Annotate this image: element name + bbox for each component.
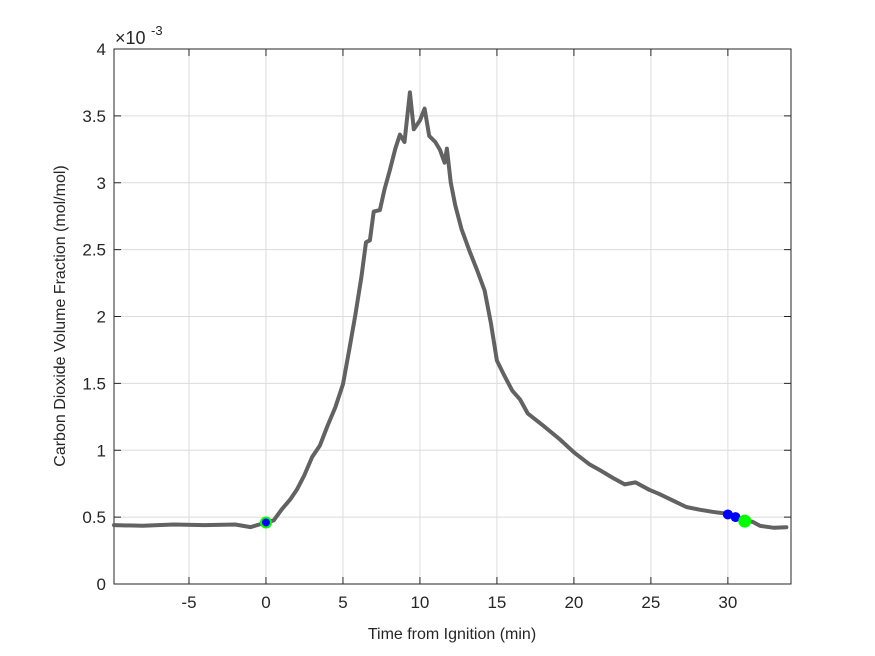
y-axis-label: Carbon Dioxide Volume Fraction (mol/mol) [52,165,69,466]
x-tick-label: 0 [261,593,270,612]
y-tick-label: 1 [97,441,106,460]
y-tick-label: 0.5 [82,508,106,527]
y-tick-label: 3 [97,174,106,193]
data-markers [259,509,752,529]
y-exponent-power: -3 [151,23,163,38]
grid-lines [114,48,791,585]
x-tick-label: 10 [410,593,429,612]
x-tick-label: 30 [718,593,737,612]
y-tick-label: 4 [97,40,106,59]
end-marker-green [738,514,752,528]
x-tick-label: 5 [338,593,347,612]
x-tick-label: 25 [641,593,660,612]
data-series [112,90,789,530]
co2-line [112,90,789,530]
start-marker-blue [261,518,270,527]
y-tick-label: 0 [97,575,106,594]
y-tick-label: 1.5 [82,374,106,393]
x-tick-label: 20 [564,593,583,612]
y-tick-label: 2.5 [82,241,106,260]
x-tick-label: -5 [181,593,196,612]
y-exponent-base: ×10 [115,28,146,48]
x-tick-label: 15 [487,593,506,612]
y-tick-label: 3.5 [82,107,106,126]
end-marker-blue-1 [722,509,733,520]
axis-ticks: -5 0 5 10 15 20 25 30 0 0.5 1 1.5 2 2.5 3 3.5 4 [82,40,791,612]
x-axis-label: Time from Ignition (min) [368,626,536,643]
end-marker-blue-2 [730,512,741,523]
y-exponent: ×10 -3 [115,23,163,48]
y-tick-label: 2 [97,308,106,327]
